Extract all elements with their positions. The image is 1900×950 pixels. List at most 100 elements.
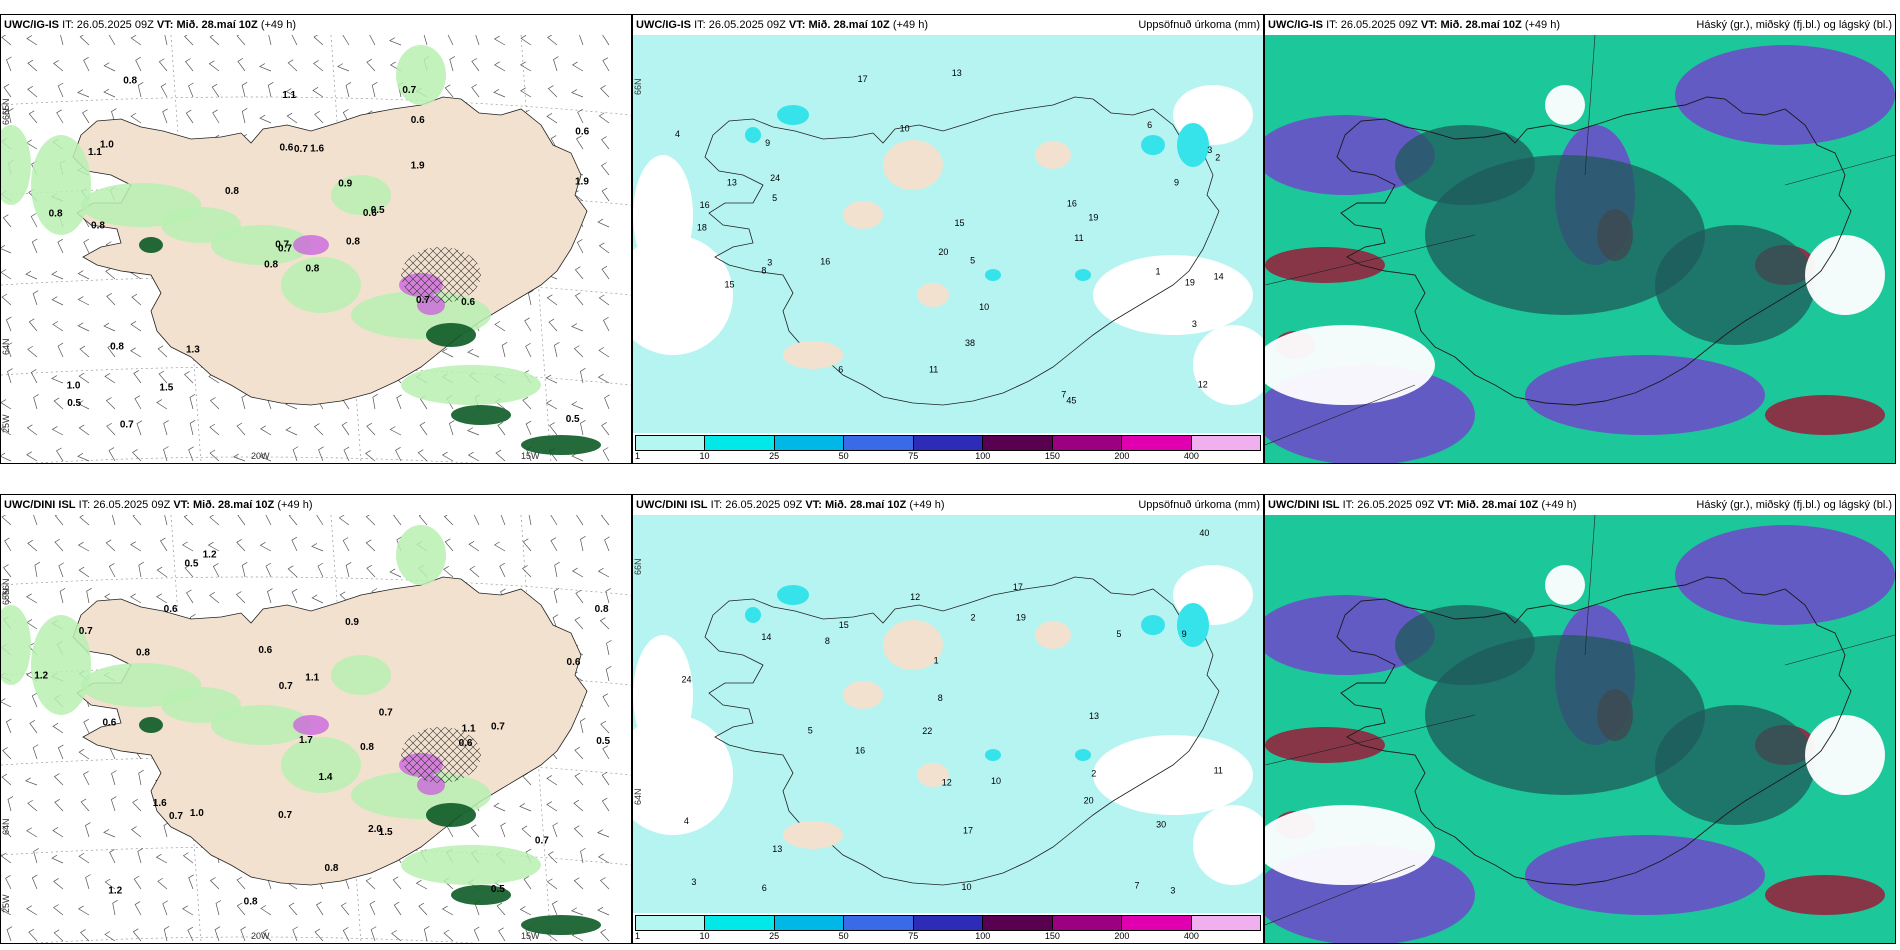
map-cloud: [1265, 515, 1895, 943]
gust-value: 2.0: [368, 824, 382, 835]
lead-time: (+49 h): [909, 499, 945, 511]
axis-label: 20W: [251, 451, 270, 461]
panel-ig-precip: UWC/IG-IS IT: 26.05.2025 09Z VT: Mið. 28…: [632, 14, 1264, 464]
precip-value: 17: [1013, 582, 1023, 592]
init-label: IT:: [62, 19, 74, 31]
gust-value: 1.0: [190, 808, 204, 819]
init-time: 26.05.2025 09Z: [1340, 19, 1418, 31]
panel-header: UWC/DINI ISL IT: 26.05.2025 09Z VT: Mið.…: [633, 495, 1263, 515]
precip-value: 2: [1091, 768, 1096, 778]
precip-value: 9: [1174, 177, 1179, 187]
gust-value: 1.0: [67, 380, 81, 391]
gust-value: 0.8: [595, 604, 609, 615]
legend-tick: 1: [635, 451, 641, 461]
legend-swatch: [1191, 436, 1260, 450]
legend-tick: 25: [769, 931, 780, 941]
axis-label: 25W: [1, 894, 11, 913]
precip-legend: 1 10 25 50 75 100 150 200 400: [633, 433, 1263, 463]
gust-value: 0.5: [184, 558, 198, 569]
hatched-area: [401, 247, 481, 303]
gust-value: 1.6: [153, 798, 167, 809]
legend-swatch: [636, 436, 706, 450]
init-label: IT:: [78, 499, 91, 511]
legend-swatch: [705, 916, 775, 930]
precip-value: 10: [979, 302, 989, 312]
legend-tick: 25: [769, 451, 780, 461]
legend-tick: 50: [838, 931, 849, 941]
gust-value: 0.7: [79, 626, 93, 637]
axis-labels: 66N: [633, 78, 643, 95]
gust-value: 1.9: [411, 160, 425, 171]
precip-value: 14: [761, 632, 771, 642]
legend-swatch: [1191, 916, 1260, 930]
gust-value: 1.5: [159, 382, 173, 393]
precip-value: 3: [767, 258, 772, 268]
init-label: IT:: [694, 19, 706, 31]
map-cloud: [1265, 35, 1895, 463]
panel-right-title: Uppsöfnuð úrkoma (mm): [1138, 499, 1260, 511]
gust-values: 0.81.10.71.00.61.30.71.60.60.80.80.50.80…: [49, 75, 590, 430]
gust-value: 0.8: [360, 742, 374, 753]
panel-title: UWC/DINI ISL IT: 26.05.2025 09Z VT: Mið.…: [1268, 495, 1577, 515]
panel-title: UWC/DINI ISL IT: 26.05.2025 09Z VT: Mið.…: [636, 495, 945, 515]
precip-value: 16: [1067, 198, 1077, 208]
gust-value: 0.6: [575, 127, 589, 138]
gust-value: 0.7: [379, 707, 393, 718]
precip-value: 5: [808, 725, 813, 735]
lead-time: (+49 h): [1541, 499, 1577, 511]
precip-value: 20: [1084, 796, 1094, 806]
axis-label: 64N: [1, 338, 11, 355]
legend-tick: 200: [1114, 931, 1130, 941]
panel-ig-cloud: UWC/IG-IS IT: 26.05.2025 09Z VT: Mið. 28…: [1264, 14, 1896, 464]
precip-field: [633, 515, 1263, 915]
gust-value: 1.5: [379, 827, 393, 838]
gust-values: 0.8 0.7 0.7 0.5 1.0 0.9 1.2 0.8 0.7 0.6 1.2 1.1 0.5 0…: [34, 549, 610, 907]
panel-dini-cloud: UWC/DINI ISL IT: 26.05.2025 09Z VT: Mið.…: [1264, 494, 1896, 944]
axis-label: 66N: [633, 558, 643, 575]
panel-right-title: Háský (gr.), miðský (fj.bl.) og lágský (…: [1696, 499, 1892, 511]
legend-tick: 100: [975, 451, 991, 461]
precip-value: 11: [1214, 766, 1223, 776]
legend-swatch: [636, 916, 706, 930]
precip-value: 17: [858, 74, 868, 84]
legend-swatch: [1052, 916, 1123, 930]
legend-swatch: [1122, 916, 1192, 930]
legend-tick: 400: [1183, 931, 1199, 941]
gust-value: 0.8: [264, 260, 278, 271]
precip-value: 10: [962, 882, 972, 892]
precip-value: 5: [1116, 629, 1121, 639]
valid-time: Mið. 28.maí 10Z: [192, 499, 275, 511]
gust-value: 0.7: [491, 721, 505, 732]
map-wind: 0.81.10.71.00.61.30.71.60.60.80.80.50.80…: [1, 35, 631, 463]
legend-swatch: [913, 436, 984, 450]
legend-tick: 75: [908, 451, 919, 461]
land-patches: [783, 620, 1071, 849]
panel-title: UWC/DINI ISL IT: 26.05.2025 09Z VT: Mið.…: [4, 495, 313, 515]
precip-value: 10: [991, 776, 1001, 786]
precip-value: 6: [1147, 120, 1152, 130]
gust-value: 0.5: [371, 205, 385, 216]
panel-header: UWC/IG-IS IT: 26.05.2025 09Z VT: Mið. 28…: [1, 15, 631, 35]
precip-value: 40: [1199, 528, 1209, 538]
precip-value: 24: [681, 675, 691, 685]
iceland-coastline: [704, 96, 1220, 406]
hatched-area: [401, 727, 481, 783]
precip-value: 6: [762, 883, 767, 893]
init-time: 26.05.2025 09Z: [76, 19, 154, 31]
gust-value: 0.8: [244, 897, 258, 908]
valid-label: VT:: [156, 19, 174, 31]
gust-value: 0.8: [110, 341, 124, 352]
legend-tick: 10: [699, 931, 710, 941]
graticule: [1265, 35, 1895, 446]
gust-value: 0.6: [411, 115, 425, 126]
legend-swatch: [913, 916, 984, 930]
axis-labels: 20W 15W 66N 64N 25W 65N: [1, 578, 540, 941]
init-time: 26.05.2025 09Z: [708, 19, 786, 31]
dry-areas: [633, 85, 1263, 405]
gust-value: 0.7: [416, 295, 430, 306]
precip-value: 13: [727, 178, 737, 188]
panel-title: UWC/IG-IS IT: 26.05.2025 09Z VT: Mið. 28…: [1268, 15, 1560, 35]
axis-label: 66N: [1, 578, 11, 595]
lead-time: (+49 h): [277, 499, 313, 511]
